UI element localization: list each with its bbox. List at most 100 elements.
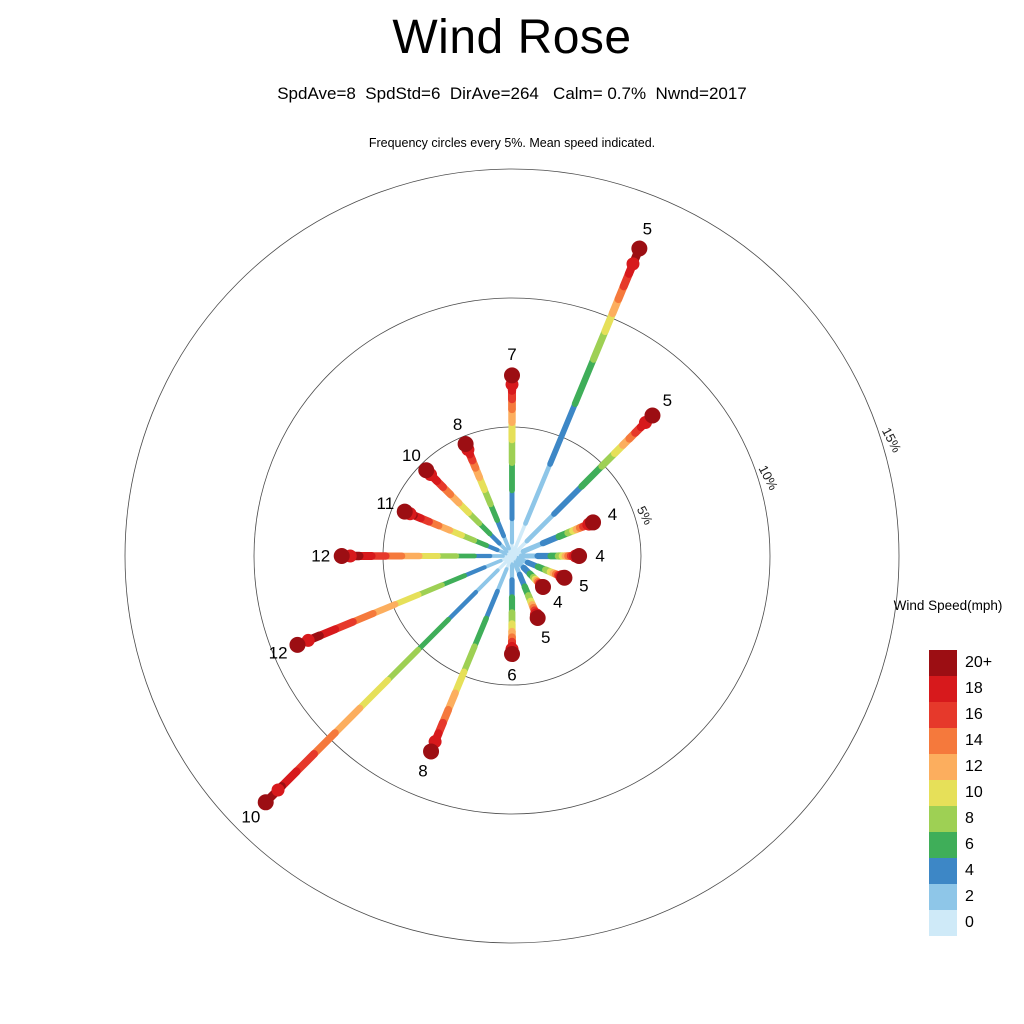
legend-label: 12 [965, 758, 983, 775]
stats-line: SpdAve=8 SpdStd=6 DirAve=264 Calm= 0.7% … [277, 84, 747, 103]
wind-speed-legend: 20+ 18 16 14 12 10 8 6 4 2 0 [929, 650, 992, 936]
ray-tip-dot [626, 257, 640, 271]
ray-segment [471, 615, 489, 650]
ray-tip-dot [571, 548, 588, 564]
ray-speed-label: 10 [402, 446, 421, 465]
ray-speed-label: 8 [453, 415, 462, 434]
legend-row: 18 [929, 676, 992, 702]
legend-swatch [929, 858, 957, 884]
ray-tip-dot [631, 240, 648, 257]
page-title: Wind Rose [392, 11, 632, 64]
ray-tip-dot [289, 636, 306, 653]
legend-swatch [929, 780, 957, 806]
ray-speed-label: 5 [541, 628, 550, 647]
ray-tip-dot [333, 548, 350, 564]
wind-ray-W: 12 [311, 547, 514, 566]
wind-ray-ENE: 4 [510, 505, 617, 558]
frequency-note: Frequency circles every 5%. Mean speed i… [368, 136, 656, 150]
legend-row: 12 [929, 754, 992, 780]
ray-segment [473, 568, 500, 595]
ray-segment [462, 565, 487, 578]
ray-segment [510, 521, 528, 558]
ring-label-10: 10% [756, 463, 782, 493]
ray-speed-label: 4 [608, 505, 617, 524]
legend-row: 14 [929, 728, 992, 754]
ray-segment [547, 400, 578, 467]
ray-segment [590, 327, 609, 363]
wind-ray-WSW: 12 [269, 554, 514, 662]
legend-row: 4 [929, 858, 992, 884]
legend-label: 10 [965, 784, 983, 801]
ring-label-15: 15% [879, 425, 905, 455]
ray-segment [439, 573, 468, 588]
legend-swatch [929, 702, 957, 728]
ray-segment [571, 355, 597, 407]
calm-center-dot [507, 551, 517, 561]
ray-tip-dot [644, 407, 661, 424]
ray-speed-label: 12 [311, 547, 330, 566]
ray-tip-dot [556, 569, 573, 586]
ray-segment [520, 540, 546, 554]
wind-ray-E: 4 [510, 547, 605, 566]
wind-ray-SSW: 8 [418, 554, 514, 780]
ray-speed-label: 4 [553, 592, 562, 611]
legend-swatch [929, 650, 957, 676]
legend-swatch [929, 884, 957, 910]
ray-tip-dot [535, 579, 552, 596]
ray-segment [523, 461, 553, 526]
legend-label: 6 [965, 836, 974, 853]
ray-segment [392, 591, 422, 608]
ray-segment [415, 582, 445, 598]
ray-segment [331, 704, 364, 737]
ray-segment [551, 483, 585, 517]
ray-tip-dot [423, 743, 440, 760]
ray-tip-dot [504, 367, 520, 384]
legend-row: 10 [929, 780, 992, 806]
wind-ray-NW: 10 [402, 446, 514, 558]
legend-title: Wind Speed(mph) [893, 598, 1003, 613]
wind-ray-NE: 5 [510, 391, 672, 558]
ray-segment [482, 558, 503, 570]
ray-speed-label: 11 [377, 494, 395, 513]
ray-speed-label: 10 [241, 808, 260, 827]
legend-row: 16 [929, 702, 992, 728]
legend-swatch [929, 832, 957, 858]
ray-segment [578, 462, 606, 490]
ray-tip-dot [271, 783, 285, 797]
ray-speed-label: 8 [418, 761, 427, 780]
ray-segment [451, 668, 468, 697]
wind-ray-S: 6 [504, 554, 520, 685]
legend-label: 20+ [965, 654, 993, 671]
legend-label: 18 [965, 680, 983, 697]
ray-tip-dot [457, 435, 474, 452]
ray-speed-label: 7 [507, 345, 516, 364]
legend-row: 6 [929, 832, 992, 858]
ray-tip-dot [418, 462, 435, 479]
ray-segment [369, 601, 399, 617]
wind-ray-WNW: 11 [377, 494, 514, 558]
ray-segment [524, 511, 557, 544]
legend-row: 20+ [929, 650, 992, 676]
ray-speed-label: 4 [595, 547, 604, 566]
legend-label: 2 [965, 888, 974, 905]
wind-ray-SE: 4 [510, 554, 563, 611]
legend-swatch [929, 676, 957, 702]
legend-swatch [929, 728, 957, 754]
ray-tip-dot [585, 514, 602, 531]
legend-row: 8 [929, 806, 992, 832]
wind-ray-N: 7 [504, 345, 520, 558]
ray-segment [460, 643, 478, 676]
legend-label: 0 [965, 914, 974, 931]
legend-label: 14 [965, 732, 983, 749]
ray-speed-label: 5 [579, 576, 588, 595]
legend-row: 2 [929, 884, 992, 910]
ray-segment [495, 567, 509, 594]
legend-label: 16 [965, 706, 983, 723]
frequency-ring-15 [124, 168, 900, 944]
ray-segment [356, 676, 392, 712]
ray-speed-label: 6 [507, 666, 516, 685]
ray-speed-label: 5 [663, 391, 672, 410]
ray-tip-dot [257, 794, 274, 811]
wind-ray-SW: 10 [241, 554, 514, 827]
